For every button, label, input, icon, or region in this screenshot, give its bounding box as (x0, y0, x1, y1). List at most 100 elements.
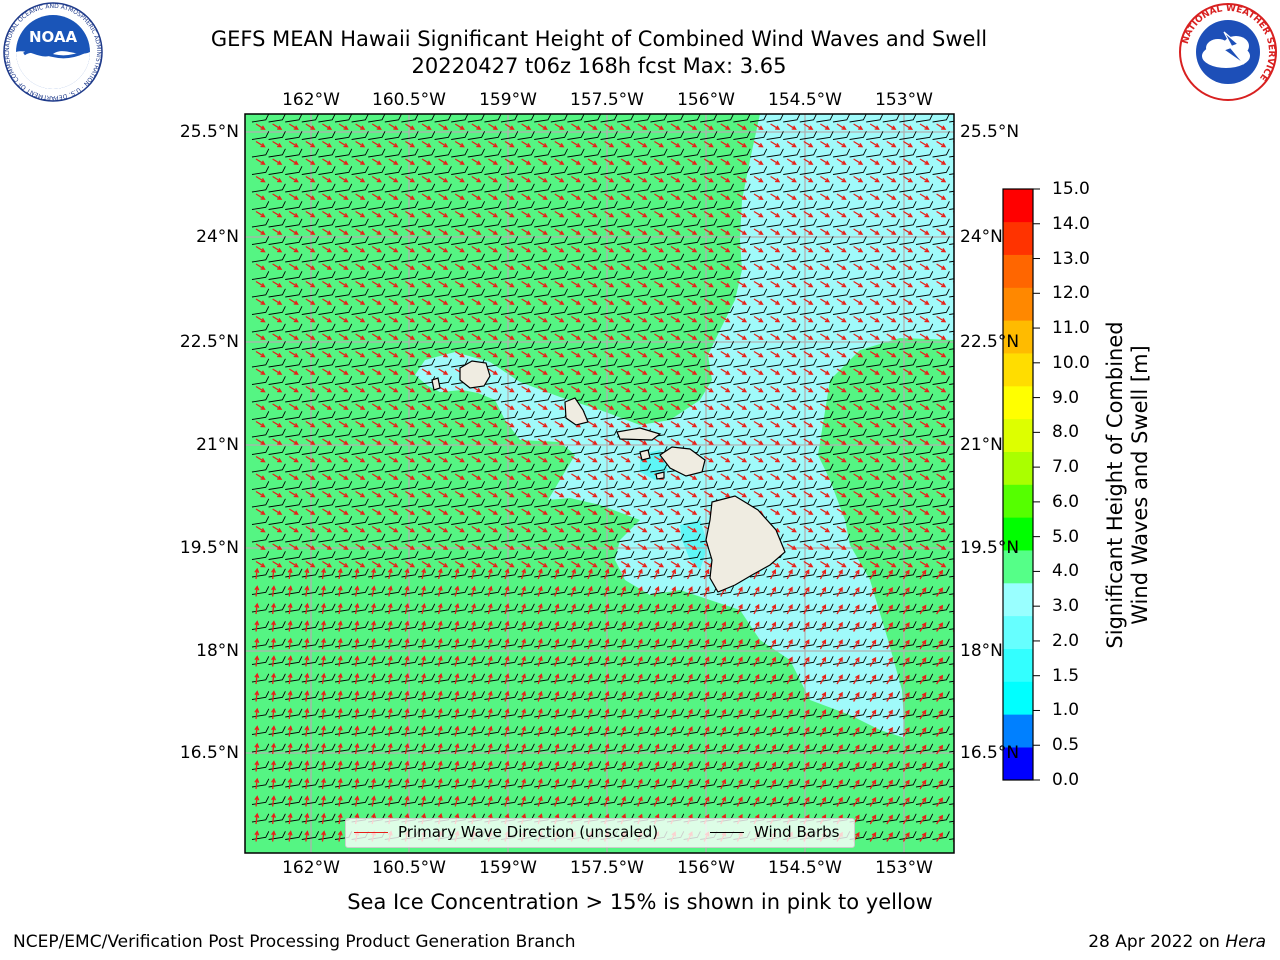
wind-barb (285, 166, 303, 175)
wind-barb (301, 551, 320, 560)
wave-arrow (305, 140, 316, 148)
wind-barb (650, 411, 668, 420)
wave-arrow (471, 420, 482, 428)
wind-barb (849, 533, 867, 543)
wave-arrow (620, 525, 631, 533)
wind-barb (932, 603, 950, 613)
wind-barb (301, 271, 320, 280)
legend-label-wave: Primary Wave Direction (unscaled) (398, 823, 659, 841)
wave-arrow (770, 368, 781, 375)
wave-arrow (437, 585, 443, 597)
wind-barb (251, 358, 270, 368)
wave-arrow (354, 585, 360, 597)
wind-barb (932, 638, 950, 648)
colorbar-frame (1002, 188, 1034, 781)
wave-arrow (820, 543, 831, 550)
wave-arrow (570, 568, 577, 580)
wave-arrow (471, 175, 482, 183)
wave-arrow (670, 280, 681, 288)
wind-barb (932, 358, 950, 368)
wave-arrow (587, 760, 593, 772)
wave-arrow (454, 298, 465, 305)
wind-barb (882, 201, 901, 210)
wind-barb (733, 201, 751, 210)
wind-barb (915, 201, 934, 210)
wind-barb (600, 323, 618, 333)
wave-arrow (521, 245, 532, 253)
wave-arrow (571, 280, 582, 288)
wind-barb (301, 323, 320, 333)
wave-arrow (271, 760, 277, 772)
wave-arrow (471, 560, 482, 568)
wind-barb (832, 236, 851, 245)
wave-arrow (554, 175, 565, 183)
wave-arrow (786, 525, 797, 533)
wind-barb (799, 673, 818, 683)
colorbar-cell (1003, 714, 1033, 748)
wave-arrow (737, 175, 748, 183)
wind-barb (733, 183, 751, 193)
wave-arrow (603, 638, 610, 650)
wave-arrow (720, 743, 727, 755)
wave-arrow (770, 298, 781, 305)
wave-arrow (338, 333, 349, 340)
wave-arrow (869, 569, 877, 580)
wind-barb (633, 131, 652, 140)
wave-arrow (803, 779, 810, 790)
wind-barb (334, 148, 353, 158)
wind-barb (716, 621, 735, 630)
wave-arrow (820, 140, 831, 148)
wind-barb (484, 166, 502, 175)
wave-arrow (720, 280, 731, 288)
wave-arrow (488, 175, 499, 183)
wind-barb (882, 183, 901, 193)
wind-barb (700, 166, 718, 175)
wave-arrow (521, 525, 532, 533)
wave-arrow (869, 455, 880, 463)
wave-arrow (687, 175, 698, 183)
wind-barb (434, 358, 452, 368)
wave-arrow (637, 743, 643, 755)
wave-arrow (803, 368, 814, 375)
wave-arrow (654, 525, 665, 533)
wind-barb (417, 481, 436, 490)
wave-arrow (321, 777, 327, 790)
wind-barb (766, 516, 784, 525)
wind-barb (733, 586, 751, 595)
wave-arrow (287, 777, 293, 790)
wind-barb (733, 743, 751, 753)
wave-arrow (388, 560, 399, 568)
wave-arrow (820, 175, 831, 183)
wind-barb (534, 551, 552, 560)
wave-arrow (637, 778, 643, 790)
wind-barb (268, 288, 286, 298)
wave-arrow (438, 140, 449, 148)
wave-arrow (936, 455, 947, 463)
wave-arrow (720, 298, 731, 305)
wave-arrow (554, 280, 565, 288)
wind-barb (384, 358, 403, 368)
wind-barb (849, 761, 867, 770)
wave-arrow (620, 368, 631, 375)
wind-barb (318, 148, 336, 158)
wind-barb (351, 114, 369, 123)
wave-arrow (770, 158, 781, 165)
wind-barb (301, 376, 320, 385)
wind-barb (401, 114, 419, 123)
wind-barb (517, 551, 535, 560)
wave-arrow (603, 795, 610, 807)
wave-arrow (820, 315, 831, 323)
wave-arrow (520, 690, 527, 702)
wave-arrow (288, 158, 299, 165)
wind-barb (534, 114, 552, 123)
wave-arrow (903, 140, 914, 148)
wave-arrow (670, 210, 681, 218)
wind-barb (384, 446, 403, 455)
wind-barb (517, 166, 535, 175)
wave-arrow (272, 280, 283, 288)
wind-barb (617, 166, 635, 175)
wave-arrow (737, 298, 748, 305)
wave-arrow (521, 455, 532, 463)
wave-arrow (770, 508, 781, 515)
wind-barb (716, 166, 735, 175)
